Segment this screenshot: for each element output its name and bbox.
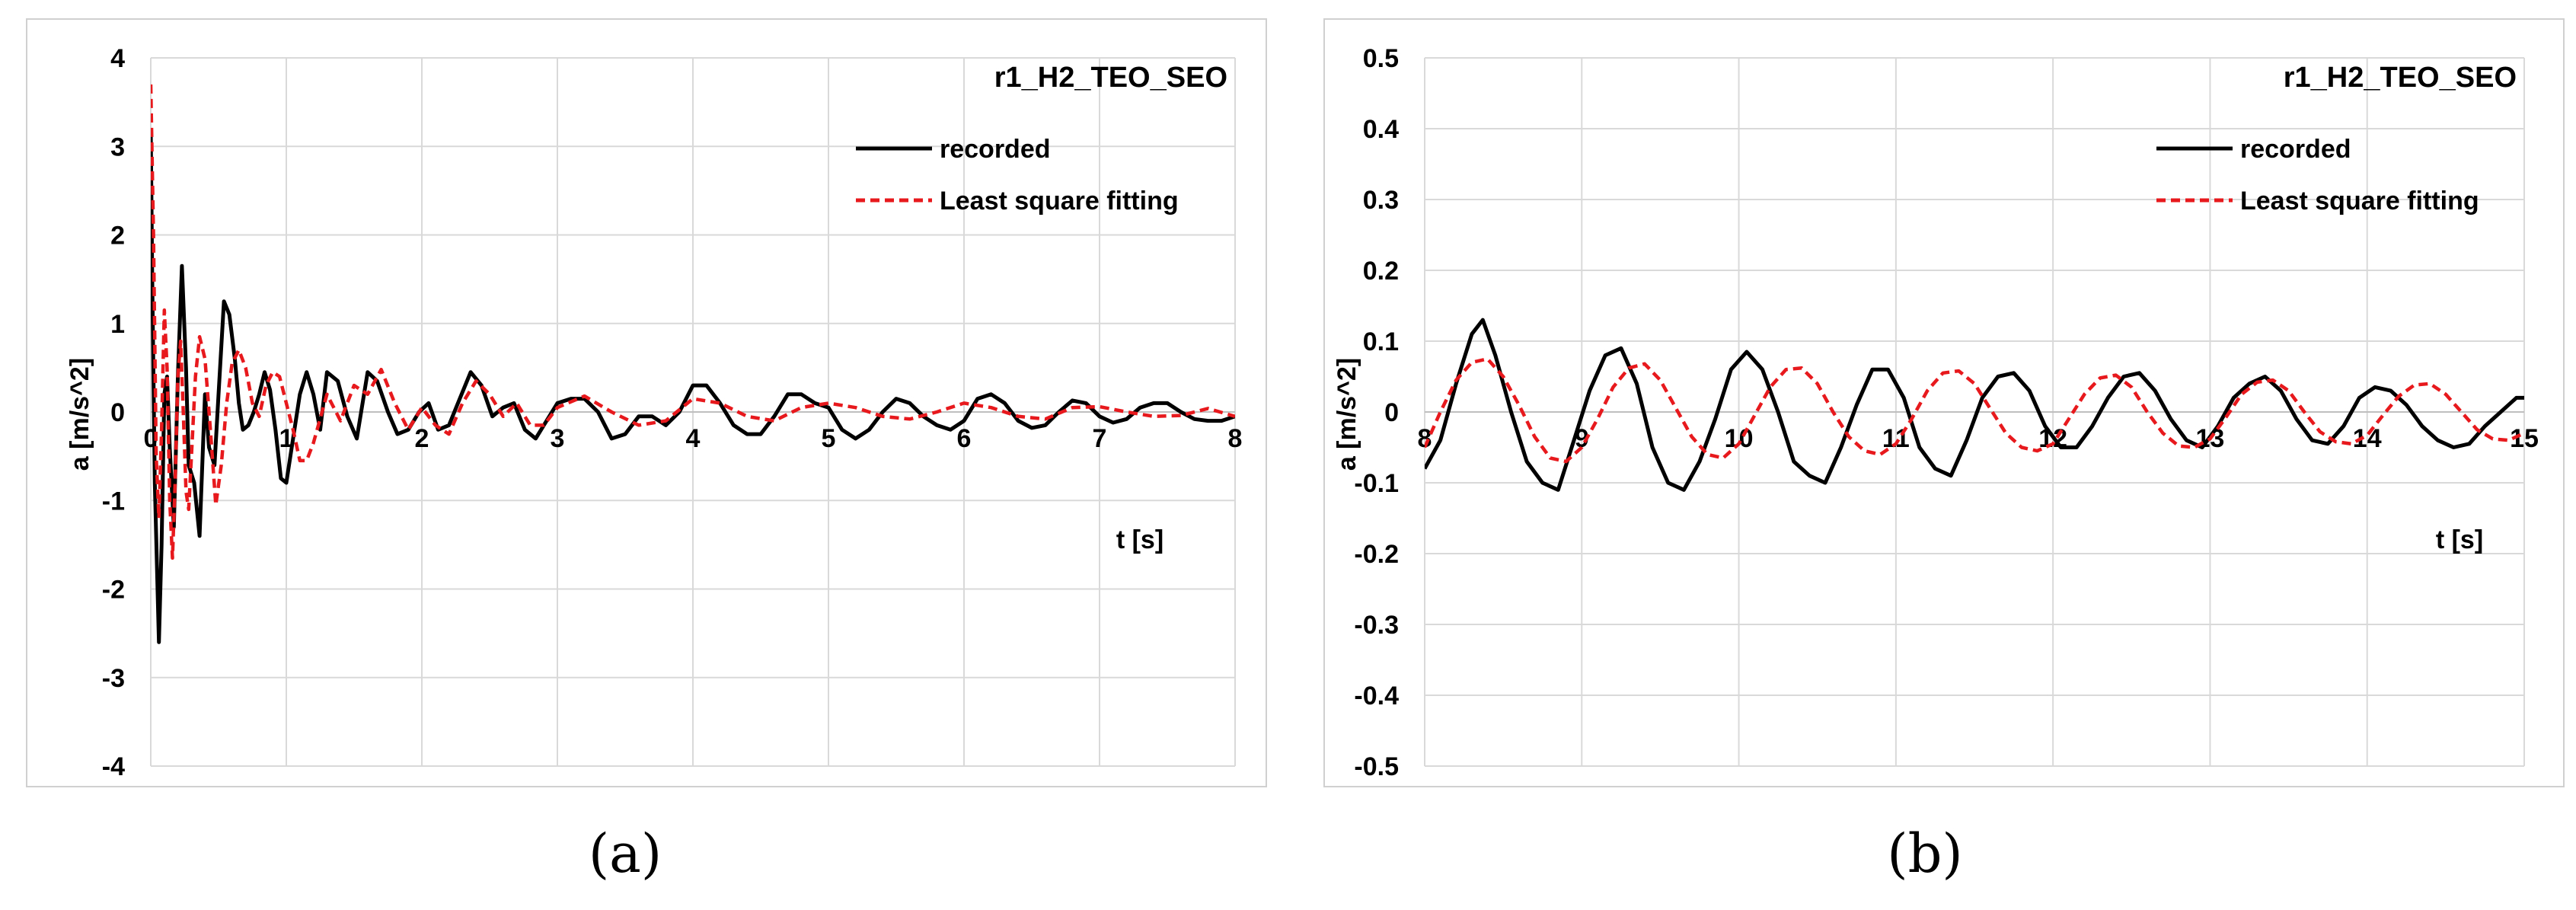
y-tick-label: 3 [110, 133, 125, 161]
subfigure-label-a: (a) [588, 822, 662, 885]
legend-label: recorded [2240, 135, 2351, 164]
y-tick-label: 0 [1384, 398, 1399, 427]
y-tick-label: 4 [110, 44, 125, 73]
chart-panel-b: -0.5 -0.4 -0.3 -0.2 -0.1 0 0.1 0.2 0.3 0.4 0.5 8 9 10… [1323, 18, 2565, 787]
legend: recorded Least square fitting [856, 135, 1179, 216]
y-tick-label: -0.3 [1354, 611, 1399, 640]
series-group [151, 84, 1235, 644]
x-axis-label: t [s] [2436, 525, 2483, 554]
x-tick-label: 5 [822, 424, 836, 453]
x-tick-label: 8 [1418, 424, 1432, 453]
y-tick-label: -2 [102, 576, 125, 605]
y-axis-label: a [m/s^2] [65, 358, 94, 471]
y-tick-label: -0.1 [1354, 469, 1399, 498]
x-tick-label: 14 [2353, 424, 2382, 453]
y-tick-label: 2 [110, 222, 125, 251]
x-axis-label: t [s] [1116, 525, 1164, 554]
chart-title: r1_H2_TEO_SEO [994, 62, 1227, 94]
y-tick-label: 0.4 [1363, 115, 1399, 144]
y-tick-label: -0.2 [1354, 540, 1399, 569]
y-axis-label: a [m/s^2] [1333, 358, 1361, 471]
series-line-recorded [1425, 318, 2524, 492]
x-tick-label: 4 [686, 424, 701, 453]
series-line-recorded [151, 128, 1235, 644]
legend-label: Least square fitting [2240, 187, 2479, 216]
x-tick-label: 1 [279, 424, 294, 453]
y-tick-label: 0.3 [1363, 186, 1399, 215]
legend-label: Least square fitting [940, 187, 1179, 216]
y-tick-label: 0.1 [1363, 327, 1399, 356]
y-tick-label: -1 [102, 487, 125, 516]
x-tick-label: 10 [1725, 424, 1754, 453]
y-tick-label: 0.2 [1363, 257, 1399, 286]
legend: recorded Least square fitting [2156, 135, 2479, 216]
x-tick-label: 8 [1228, 424, 1243, 453]
y-tick-label: 0.5 [1363, 44, 1399, 73]
subfigure-label-b: (b) [1887, 822, 1963, 885]
y-tick-label: -0.4 [1354, 682, 1399, 710]
series-line-fitting [1425, 357, 2524, 464]
chart-title: r1_H2_TEO_SEO [2284, 62, 2517, 94]
series-group [1425, 318, 2524, 492]
series-line-fitting [151, 84, 1235, 560]
y-tick-label: 1 [110, 310, 125, 339]
x-tick-label: 2 [415, 424, 429, 453]
y-tick-label: 0 [110, 398, 125, 427]
y-tick-label: -0.5 [1354, 752, 1399, 781]
legend-label: recorded [940, 135, 1051, 164]
y-tick-label: -3 [102, 664, 125, 693]
x-tick-label: 3 [551, 424, 565, 453]
x-tick-label: 7 [1093, 424, 1107, 453]
y-tick-label: -4 [102, 752, 125, 781]
chart-b: -0.5-0.4-0.3-0.2-0.100.10.20.30.40.58 9 10… [1323, 18, 2565, 787]
x-tick-label: 6 [957, 424, 972, 453]
chart-panel-a: -4 -3 -2 -1 0 1 2 3 4 0 1 2 3 4 5 6 7 8 a [m/s^2] t [s] r1_H… [26, 18, 1267, 787]
